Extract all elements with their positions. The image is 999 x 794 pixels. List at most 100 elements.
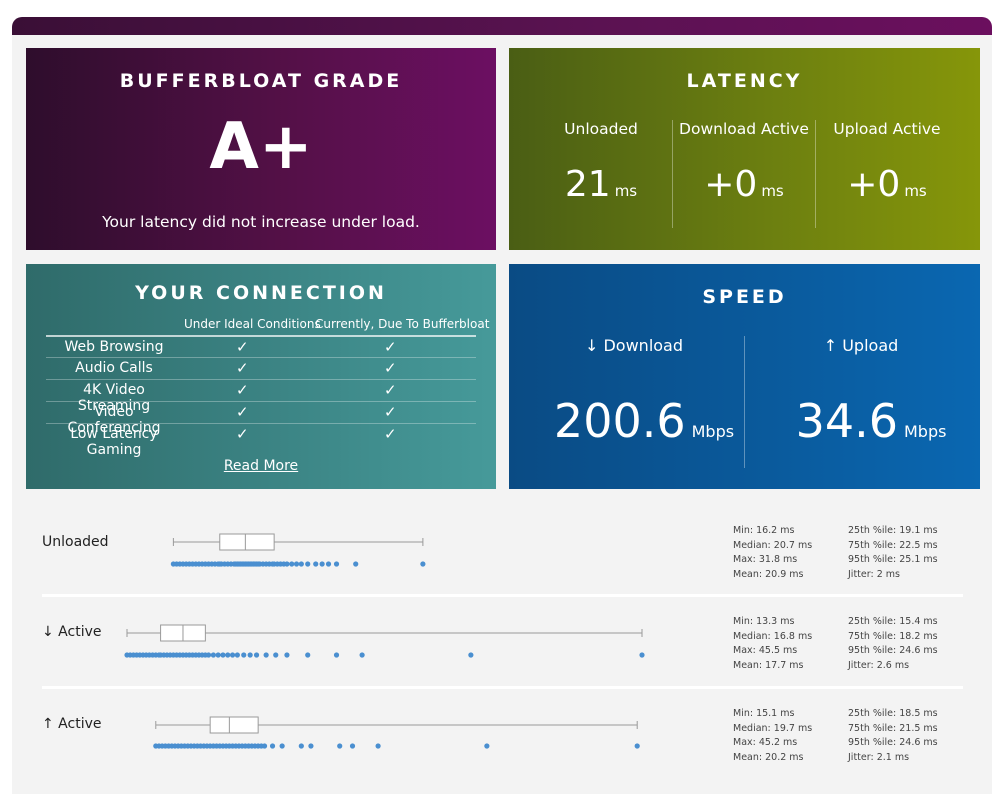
check-icon: ✓ xyxy=(384,403,397,421)
row-name: Audio Calls xyxy=(75,360,153,376)
upload-value: 34.6 Mbps xyxy=(795,394,947,448)
speed-upload: ↑ Upload 34.6 Mbps xyxy=(761,336,961,448)
download-value: 200.6 Mbps xyxy=(553,394,735,448)
sample-dot-download-active xyxy=(220,652,226,658)
header-ideal: Under Ideal Conditions xyxy=(184,317,321,331)
check-icon: ✓ xyxy=(384,381,397,399)
row-name: Web Browsing xyxy=(64,339,164,355)
connection-row: Low Latency Gaming ✓ ✓ xyxy=(46,423,476,458)
sample-dot-unloaded xyxy=(289,561,295,567)
sample-dot-download-active xyxy=(284,652,290,658)
row-name: 4K Video Streaming xyxy=(77,382,151,414)
download-label: ↓ Download xyxy=(584,336,684,355)
sample-dot-download-active xyxy=(210,652,216,658)
latency-upload-label: Upload Active xyxy=(833,120,941,138)
grade-message: Your latency did not increase under load… xyxy=(102,213,420,231)
speed-card: SPEED ↓ Download 200.6 Mbps ↑ Upload 34.6… xyxy=(509,264,980,489)
sample-dot-unloaded xyxy=(313,561,319,567)
latency-unloaded: Unloaded 21 ms xyxy=(531,120,671,228)
sample-dot-unloaded xyxy=(319,561,325,567)
check-icon: ✓ xyxy=(384,425,397,443)
row-separator xyxy=(42,594,963,597)
sample-dot-download-active xyxy=(241,652,247,658)
sample-dot-download-active xyxy=(305,652,311,658)
sample-dot-unloaded xyxy=(305,561,311,567)
sample-dot-upload-active xyxy=(298,743,304,749)
sample-dot-unloaded xyxy=(420,561,426,567)
sample-dot-download-active xyxy=(639,652,645,658)
sample-dot-upload-active xyxy=(269,743,276,749)
speed-download: ↓ Download 200.6 Mbps xyxy=(534,336,734,448)
speed-divider xyxy=(744,336,745,468)
stats-upload-active: Min: 15.1 ms Median: 19.7 ms Max: 45.2 ms M… xyxy=(733,708,813,763)
sample-dot-download-active xyxy=(234,652,240,658)
sample-dot-download-active xyxy=(253,652,260,658)
sample-dot-upload-active xyxy=(484,743,490,749)
latency-divider xyxy=(815,120,816,228)
row-separator xyxy=(42,686,963,689)
latency-unloaded-label: Unloaded xyxy=(564,120,638,138)
percentiles-download-active: 25th %ile: 15.4 ms 75th %ile: 18.2 ms 95th… xyxy=(848,616,938,671)
grade-title: BUFFERBLOAT GRADE xyxy=(119,70,403,92)
latency-divider xyxy=(672,120,673,228)
check-icon: ✓ xyxy=(236,403,249,421)
check-icon: ✓ xyxy=(384,338,397,356)
sample-dot-upload-active xyxy=(308,743,314,749)
sample-dot-download-active xyxy=(247,652,253,658)
connection-row: 4K Video Streaming ✓ ✓ xyxy=(46,379,476,414)
row-name: Video Conferencing xyxy=(67,404,161,436)
sample-dot-download-active xyxy=(205,652,212,658)
sample-dot-download-active xyxy=(229,652,236,658)
latency-upload-value: +0 ms xyxy=(847,164,927,205)
stats-download-active: Min: 13.3 ms Median: 16.8 ms Max: 45.5 ms M… xyxy=(733,616,813,671)
check-icon: ✓ xyxy=(236,338,249,356)
sample-dot-upload-active xyxy=(337,743,343,749)
sample-dot-unloaded xyxy=(325,561,332,567)
sample-dot-upload-active xyxy=(634,743,640,749)
read-more-link[interactable]: Read More xyxy=(223,458,299,474)
latency-download-active: Download Active +0 ms xyxy=(674,120,814,228)
row-label-upload-active: ↑ Active xyxy=(42,716,102,732)
top-accent-bar xyxy=(12,17,992,35)
header-current: Currently, Due To Bufferbloat xyxy=(315,317,490,331)
sample-dot-unloaded xyxy=(353,561,359,567)
sample-dot-unloaded xyxy=(333,561,340,567)
latency-title: LATENCY xyxy=(686,70,803,92)
latency-download-value: +0 ms xyxy=(704,164,784,205)
connection-row: Video Conferencing ✓ ✓ xyxy=(46,401,476,436)
check-icon: ✓ xyxy=(236,381,249,399)
stats-unloaded: Min: 16.2 ms Median: 20.7 ms Max: 31.8 ms M… xyxy=(733,525,813,580)
sample-dot-upload-active xyxy=(349,743,356,749)
check-icon: ✓ xyxy=(384,359,397,377)
sample-dot-upload-active xyxy=(261,743,268,749)
sample-dot-download-active xyxy=(263,652,269,658)
percentiles-upload-active: 25th %ile: 18.5 ms 75th %ile: 21.5 ms 95th… xyxy=(848,708,938,763)
speed-title: SPEED xyxy=(702,286,787,308)
connection-row: Web Browsing ✓ ✓ xyxy=(46,335,476,358)
sample-dot-upload-active xyxy=(375,743,381,749)
percentiles-unloaded: 25th %ile: 19.1 ms 75th %ile: 22.5 ms 95th… xyxy=(848,525,938,580)
connection-card: YOUR CONNECTION Under Ideal Conditions C… xyxy=(26,264,496,489)
sample-dot-unloaded xyxy=(298,561,304,567)
bufferbloat-grade-card: BUFFERBLOAT GRADE A+ Your latency did no… xyxy=(26,48,496,250)
sample-dot-download-active xyxy=(468,652,474,658)
sample-dot-unloaded xyxy=(284,561,290,567)
latency-download-label: Download Active xyxy=(679,120,809,138)
latency-card: LATENCY Unloaded 21 ms Download Active +0… xyxy=(509,48,980,250)
sample-dot-download-active xyxy=(215,652,221,658)
row-label-download-active: ↓ Active xyxy=(42,624,102,640)
row-label-unloaded: Unloaded xyxy=(42,534,109,550)
sample-dot-upload-active xyxy=(279,743,285,749)
box-upload-active xyxy=(209,716,259,734)
connection-title: YOUR CONNECTION xyxy=(135,282,387,304)
box-unloaded xyxy=(219,533,275,551)
latency-upload-active: Upload Active +0 ms xyxy=(817,120,957,228)
grade-value: A+ xyxy=(209,110,313,184)
check-icon: ✓ xyxy=(236,425,249,443)
sample-dot-download-active xyxy=(333,652,340,658)
sample-dot-download-active xyxy=(225,652,231,658)
sample-dot-unloaded xyxy=(293,561,300,567)
row-name: Low Latency Gaming xyxy=(70,426,158,458)
sample-dot-download-active xyxy=(359,652,365,658)
